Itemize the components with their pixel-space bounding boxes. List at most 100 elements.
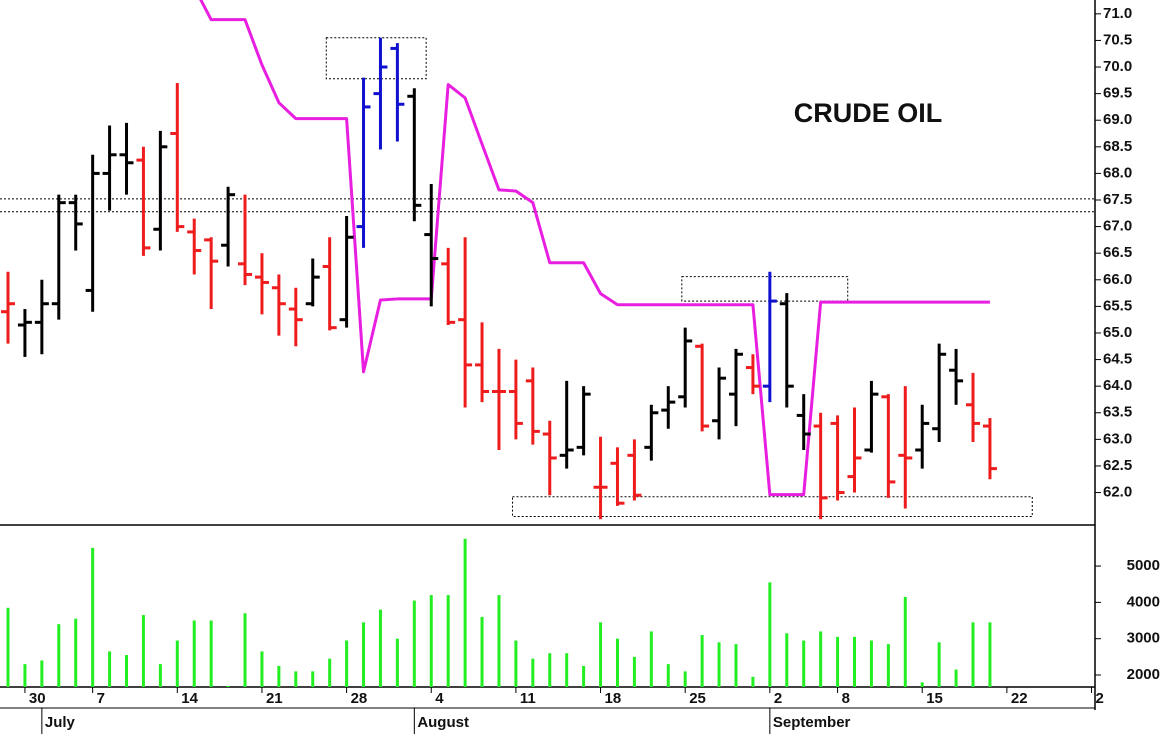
zone-box (512, 496, 1033, 517)
y-tick-label: 64.0 (1103, 377, 1132, 394)
volume-bar (378, 609, 382, 687)
volume-bar (480, 616, 484, 687)
volume-bar (937, 642, 941, 687)
volume-bar (294, 671, 298, 687)
volume-bar (920, 682, 924, 687)
x-tick-label: 30 (29, 690, 46, 707)
volume-bar (548, 653, 552, 687)
volume-bar (582, 665, 586, 687)
x-tick-label: 4 (435, 690, 444, 707)
volume-bar (615, 638, 619, 687)
volume-bar (869, 640, 873, 687)
volume-bar (429, 595, 433, 687)
volume-bar (886, 644, 890, 687)
y-tick-label: 70.5 (1103, 31, 1132, 48)
volume-bar (531, 658, 535, 687)
x-tick-label: 2 (1096, 690, 1104, 707)
x-tick-label: 28 (351, 690, 368, 707)
y-tick-label: 2000 (1127, 666, 1160, 683)
y-tick-label: 62.0 (1103, 484, 1132, 501)
volume-bar (260, 651, 264, 687)
volume-bar (802, 640, 806, 687)
volume-bar (345, 640, 349, 687)
volume-bar (666, 664, 670, 687)
volume-bar (311, 671, 315, 687)
volume-bar (565, 653, 569, 687)
volume-bar (836, 636, 840, 687)
volume-bar (954, 669, 958, 687)
volume-bar (192, 620, 196, 687)
volume-bar (819, 631, 823, 687)
volume-bar (971, 622, 975, 687)
volume-bar (632, 656, 636, 687)
volume-bar (497, 595, 501, 687)
volume-bar (175, 640, 179, 687)
x-tick-label: 22 (1011, 690, 1028, 707)
x-tick-label: 7 (97, 690, 105, 707)
volume-bar (734, 644, 738, 687)
volume-bar (209, 620, 213, 687)
volume-bar (141, 615, 145, 687)
volume-bar (158, 664, 162, 687)
x-tick-label: 14 (181, 690, 198, 707)
volume-bar (328, 658, 332, 687)
volume-bar (903, 596, 907, 687)
zone-box (681, 276, 849, 302)
volume-bar (446, 595, 450, 687)
y-tick-label: 4000 (1127, 593, 1160, 610)
chart-title: CRUDE OIL (794, 98, 943, 128)
volume-bar (57, 624, 61, 687)
volume-bar (599, 622, 603, 687)
month-label: September (773, 714, 851, 731)
x-tick-label: 21 (266, 690, 283, 707)
volume-bar (91, 547, 95, 687)
volume-bar (125, 655, 129, 687)
y-tick-label: 65.5 (1103, 297, 1132, 314)
volume-bar (751, 676, 755, 687)
x-tick-label: 25 (689, 690, 706, 707)
volume-bar (277, 665, 281, 687)
y-tick-label: 63.0 (1103, 430, 1132, 447)
volume-bar (649, 631, 653, 687)
x-tick-label: 11 (520, 690, 536, 707)
volume-bar (395, 638, 399, 687)
y-tick-label: 3000 (1127, 630, 1160, 647)
volume-bar (362, 622, 366, 687)
volume-bar (768, 582, 772, 687)
x-tick-label: 2 (774, 690, 782, 707)
volume-bar (412, 600, 416, 687)
y-tick-label: 64.5 (1103, 351, 1132, 368)
volume-bar (463, 538, 467, 687)
y-tick-label: 62.5 (1103, 457, 1132, 474)
volume-bar (785, 633, 789, 687)
volume-bar (717, 642, 721, 687)
volume-bar (108, 651, 112, 687)
y-tick-label: 70.0 (1103, 58, 1132, 75)
x-tick-label: 18 (605, 690, 622, 707)
y-tick-label: 68.5 (1103, 138, 1132, 155)
volume-bar (514, 640, 518, 687)
y-tick-label: 69.5 (1103, 85, 1132, 102)
y-tick-label: 66.0 (1103, 271, 1132, 288)
volume-bar (74, 618, 78, 687)
y-tick-label: 65.0 (1103, 324, 1132, 341)
stop-line (199, 0, 990, 497)
y-tick-label: 68.0 (1103, 164, 1132, 181)
y-tick-label: 66.5 (1103, 244, 1132, 261)
month-label: July (45, 714, 76, 731)
price-plot (0, 0, 1095, 520)
volume-bar (40, 660, 44, 687)
y-tick-label: 5000 (1127, 557, 1160, 574)
month-label: August (417, 714, 469, 731)
y-tick-label: 67.5 (1103, 191, 1132, 208)
volume-bar (243, 613, 247, 687)
volume-bar (683, 671, 687, 687)
y-tick-label: 63.5 (1103, 404, 1132, 421)
x-tick-label: 8 (842, 690, 850, 707)
y-tick-label: 71.0 (1103, 5, 1132, 22)
y-tick-label: 69.0 (1103, 111, 1132, 128)
volume-bar (700, 635, 704, 687)
volume-bar (853, 636, 856, 687)
